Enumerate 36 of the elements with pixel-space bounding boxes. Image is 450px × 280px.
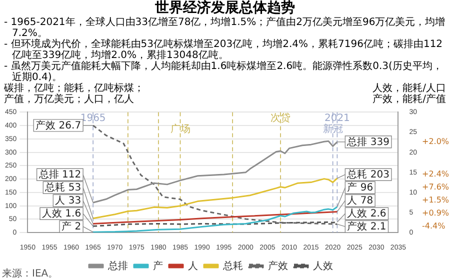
data-label: 产 2 [62,220,82,233]
data-label: 总耗 203 [346,168,390,181]
ref-line-label: 广场 [170,122,190,135]
ref-line-label: 2021 [324,112,350,124]
source-note: 来源：IEA。 [2,268,58,280]
text: +0.9% [422,208,450,218]
y2-axis-title: 人效，能耗/人口产效，能耗/产值 [372,83,446,105]
legend-label: 产效 [268,260,288,272]
data-label: 总耗 53 [44,182,82,194]
data-label: 产 96 [347,182,374,194]
data-label: 产效 2.1 [347,220,386,233]
data-label: 产效 26.7 [36,120,82,132]
legend-label: 总耗 [222,260,243,272]
ref-line-label: 新冠 [322,122,343,135]
legend-label: 产 [153,260,163,272]
legend-label: 总排 [107,260,128,272]
legend-label: 人 [188,260,198,272]
text: -4.4% [422,222,446,231]
text: - 虽然万美元产值能耗大幅下降，人均能耗却由1.6吨标煤增至2.6吨。能源弹性系数0.3(历史平均，近期0.4)。 [4,61,444,83]
data-label: 人效 2.6 [347,208,386,220]
ref-line-label: 1965 [80,112,106,124]
text: +7.6% [422,182,450,192]
text: - 但环境成为代价，全球能耗由53亿吨标煤增至203亿吨，均增2.4%，累耗7196亿吨；碳排由112亿吨至339亿吨，均增2.0%，累排13048亿吨。 [4,39,444,61]
data-label: 总排 112 [38,168,82,181]
data-label: 总排 339 [346,136,390,148]
data-label: 人效 1.6 [42,208,82,220]
chart-title: 世界经济发展总体趋势 [154,0,296,16]
text: +1.5% [422,196,450,205]
text: +2.4% [422,170,450,179]
legend-label: 人效 [313,260,333,272]
ref-line-label: 次贷 [270,112,291,124]
text: +2.0% [422,136,450,146]
data-label: 人 33 [55,196,82,207]
chart-subtitle: - 1965-2021年，全球人口由33亿增至78亿，均增1.5%；产值由2万亿美元增至96万亿美元，均增7.2%。 [4,17,446,39]
y-axis-title: 碳排，亿吨；能耗，亿吨标煤；产值，万亿美元；人口，亿人 [4,83,145,105]
data-label: 人 78 [347,196,374,207]
